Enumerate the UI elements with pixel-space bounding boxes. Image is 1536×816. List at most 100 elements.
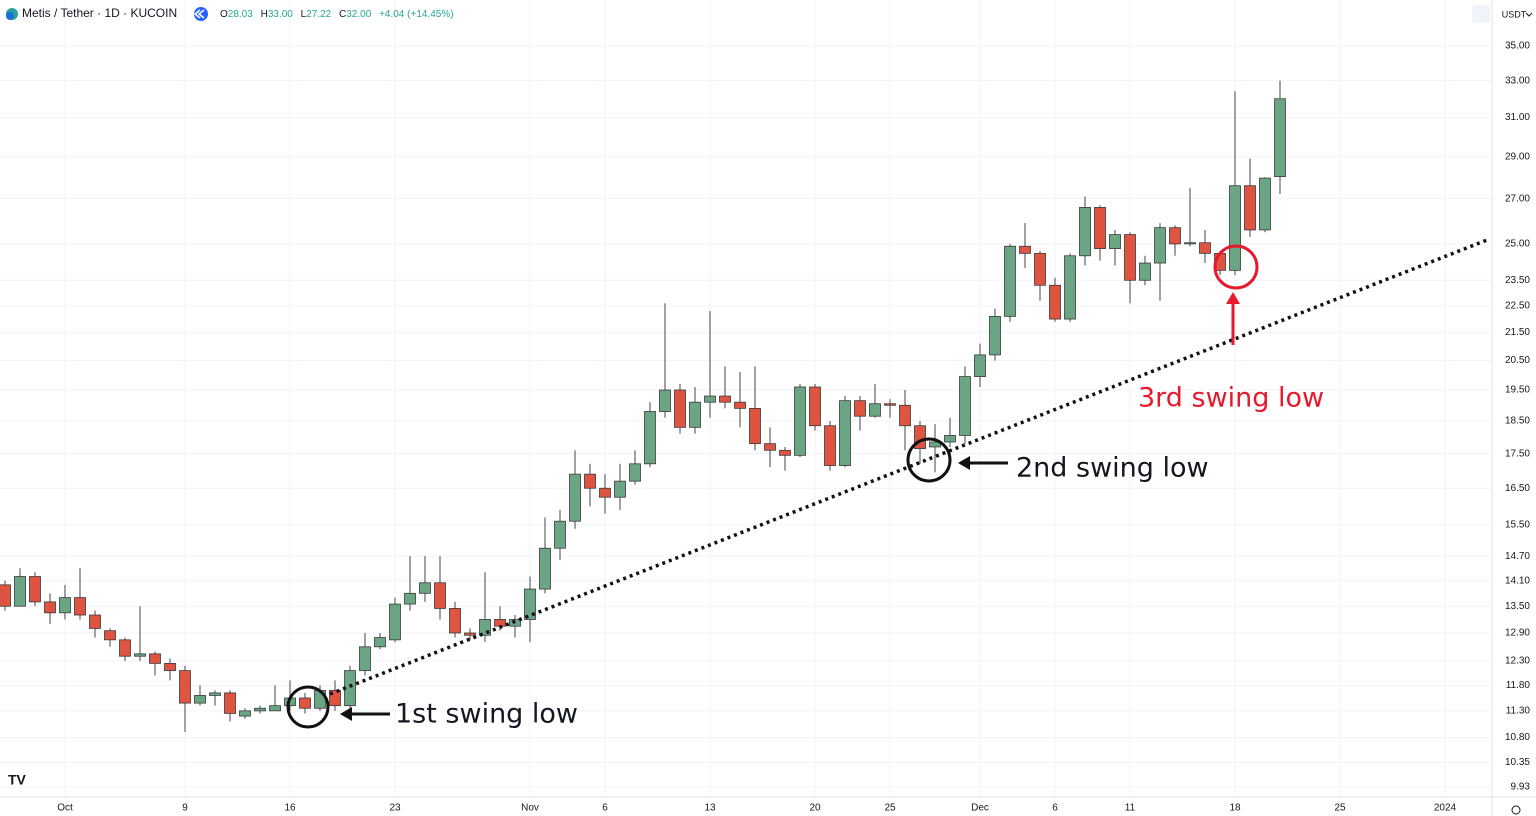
x-tick-label: 9 [182,803,188,814]
candle-body [854,400,866,417]
candle-body [1169,227,1181,245]
candle-body [194,695,206,704]
candle-body [1124,234,1136,281]
settings-button[interactable] [1472,5,1490,23]
y-tick-label: 35.00 [1505,41,1530,52]
replay-icon [193,9,205,19]
y-tick-label: 16.50 [1505,483,1530,494]
candle-body [1109,234,1121,250]
candle-body [299,697,311,709]
candle-body [254,707,266,712]
candle-body [434,582,446,609]
candle-body [704,395,716,403]
candle-body [494,619,506,627]
x-tick-label: 25 [1334,803,1346,814]
y-tick-label: 21.50 [1505,327,1530,338]
candle-body [989,315,1001,356]
y-tick-label: 11.30 [1506,705,1531,716]
candle-body [149,653,161,664]
x-tick-label: 18 [1229,803,1241,814]
candle-body [179,670,191,704]
candle-body [524,588,536,620]
y-tick-label: 13.50 [1505,601,1530,612]
y-tick-label: 20.50 [1505,355,1530,366]
y-tick-label: 12.30 [1505,656,1530,667]
x-tick-label: 2024 [1434,803,1457,814]
candle-body [899,404,911,427]
candle-body [674,389,686,428]
candle-body [209,692,221,696]
axis-settings-icon[interactable] [1511,805,1521,815]
swing-circle [906,437,952,483]
currency-button[interactable]: USDT [1502,9,1527,19]
candle-body [1049,284,1061,320]
y-tick-label: 12.90 [1505,628,1530,639]
x-tick-label: 6 [1052,803,1058,814]
ohlc-legend: O28.03 H33.00 L27.22 C32.00 +4.04 (+14.4… [220,9,454,20]
candle-body [839,400,851,466]
candle-body [794,386,806,456]
candle-body [764,443,776,451]
y-tick-label: 31.00 [1505,112,1530,123]
candle-body [719,395,731,403]
grid-layer [0,0,1492,797]
y-tick-label: 22.50 [1505,300,1530,311]
symbol-title[interactable]: Metis / Tether · 1D · KUCOIN [22,6,177,20]
candle-body [344,670,356,707]
candle-body [374,637,386,648]
replay-button[interactable] [194,7,208,21]
x-tick-label: 13 [704,803,716,814]
candle-body [554,520,566,549]
candle-body [614,480,626,498]
candle-body [974,354,986,377]
ohlc-value: 33.00 [268,9,293,20]
ohlc-key: H [261,9,268,20]
annotation: 3rd swing low [1138,383,1324,414]
candle-body [959,376,971,436]
candle-layer [0,80,1286,733]
candle-body [1139,262,1151,281]
candle-body [1229,185,1241,271]
x-tick-label: Oct [57,803,73,814]
x-tick-label: 20 [809,803,821,814]
x-tick-label: 6 [602,803,608,814]
candle-body [914,425,926,450]
y-tick-label: 18.50 [1505,416,1530,427]
candle-body [539,547,551,590]
candle-body [809,386,821,427]
ohlc-key: C [339,9,346,20]
y-tick-label: 14.70 [1505,551,1530,562]
ohlc-value: 27.22 [306,9,331,20]
candle-body [824,425,836,466]
y-tick-label: 23.50 [1505,275,1530,286]
candle-body [0,584,11,607]
y-tick-label: 33.00 [1505,75,1530,86]
y-tick-label: 14.10 [1505,575,1530,586]
candle-body [404,592,416,605]
annotation: 2nd swing low [1016,453,1209,484]
y-tick-label: 10.35 [1505,757,1530,768]
y-tick-label: 15.50 [1505,520,1530,531]
candle-body [629,463,641,482]
y-tick-label: 17.50 [1505,448,1530,459]
candle-body [569,473,581,522]
candle-body [14,576,26,607]
y-tick-label: 29.00 [1505,151,1530,162]
tv-logo[interactable]: TV [8,772,27,788]
annotation: 1st swing low [395,699,578,730]
candle-body [44,601,56,614]
ohlc-key: L [301,9,307,20]
arrow-head [958,456,970,470]
x-tick-label: 11 [1125,803,1136,814]
candle-body [1274,98,1286,178]
candle-body [269,705,281,712]
candle-body [389,603,401,641]
candle-body [464,632,476,636]
candle-body [119,639,131,657]
candle-body [224,692,236,714]
candle-body [104,630,116,641]
candle-body [884,403,896,406]
candle-body [59,597,71,614]
candle-body [659,389,671,412]
